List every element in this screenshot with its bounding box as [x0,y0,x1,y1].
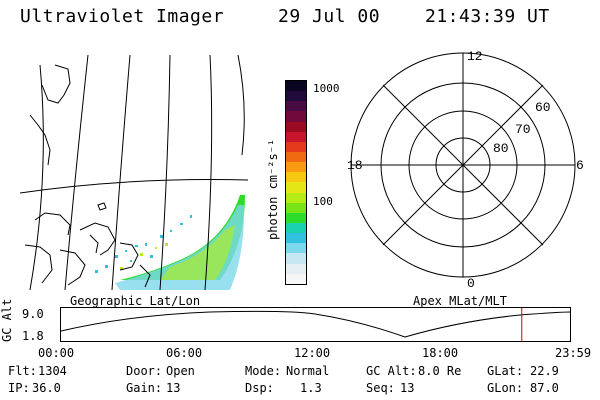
orbit-plot-frame [60,307,571,342]
glon-value: 87.0 [530,381,559,395]
mode-value: Normal [286,364,330,378]
colorbar-segment [286,243,306,254]
colorbar-segment [286,131,306,142]
colorbar-segment [286,151,306,163]
colorbar-tick-high: 1000 [313,82,340,95]
lon-meridians [29,55,245,290]
orbit-ymin-label: 1.8 [22,329,44,343]
colorbar-segment [286,233,306,244]
colorbar-segment [286,222,306,234]
colorbar-segment [286,121,306,132]
colorbar-segment [286,172,306,183]
colorbar-segment [286,192,306,203]
geographic-map [20,55,249,290]
lat-label-80: 80 [493,141,509,156]
orbit-ymax-label: 9.0 [22,307,44,321]
gc-alt-label: GC Alt: [366,364,417,378]
polar-mlat-mlt-plot: 12 18 6 0 60 70 80 [347,49,584,288]
flt-value: 1304 [38,364,67,378]
colorbar-segment [286,273,306,284]
seq-value: 13 [400,381,415,395]
colorbar-unit: photon cm⁻²s⁻¹ [266,138,280,240]
colorbar-segment [286,202,306,213]
time-label: 21:43:39 UT [425,6,550,27]
time-tick-2359: 23:59 [555,346,592,360]
colorbar-segment [286,111,306,122]
ip-value: 36.0 [32,381,61,395]
glat-label: GLat: [487,364,524,378]
door-label: Door: [126,364,163,378]
dsp-value: 1.3 [300,381,322,395]
time-tick-0000: 00:00 [38,346,75,360]
orbit-altitude-plot [60,307,571,342]
door-value: Open [166,364,195,378]
mode-label: Mode: [245,364,282,378]
ip-label: IP: [8,381,30,395]
intensity-colorbar [285,80,307,285]
colorbar-segment [286,182,306,193]
colorbar-segment [286,101,306,112]
colorbar-segment [286,81,306,92]
apex-caption: Apex MLat/MLT [413,294,507,308]
gain-value: 13 [166,381,181,395]
instrument-title: Ultraviolet Imager [20,6,225,27]
glon-label: GLon: [487,381,524,395]
colorbar-segment [286,263,306,274]
orbit-axis-title: GC Alt [0,298,14,342]
mlt-label-right: 6 [576,158,584,173]
lat-label-70: 70 [515,122,531,137]
time-tick-1800: 18:00 [422,346,459,360]
gc-alt-value: 8.0 Re [418,364,462,378]
mlt-label-bottom: 0 [467,276,475,288]
colorbar-segment [286,162,306,173]
orbit-altitude-curve [60,310,571,338]
colorbar-segment [286,212,306,223]
date-label: 29 Jul 00 [278,6,381,27]
aurora-emission [95,195,245,290]
colorbar-segment [286,91,306,102]
glat-value: 22.9 [530,364,559,378]
mlt-label-left: 18 [347,158,363,173]
coastlines [24,64,151,288]
dsp-label: Dsp: [245,381,274,395]
flt-label: Flt: [8,364,37,378]
time-tick-1200: 12:00 [294,346,331,360]
seq-label: Seq: [366,381,395,395]
mlt-diagonal-b [382,84,544,246]
colorbar-tick-mid: 100 [313,195,333,208]
colorbar-segment [286,141,306,152]
gain-label: Gain: [126,381,163,395]
mlt-label-top: 12 [467,49,483,64]
geographic-caption: Geographic Lat/Lon [70,294,201,308]
lat-label-60: 60 [535,100,551,115]
time-tick-0600: 06:00 [166,346,203,360]
colorbar-segment [286,253,306,264]
lat-parallels [20,179,249,194]
